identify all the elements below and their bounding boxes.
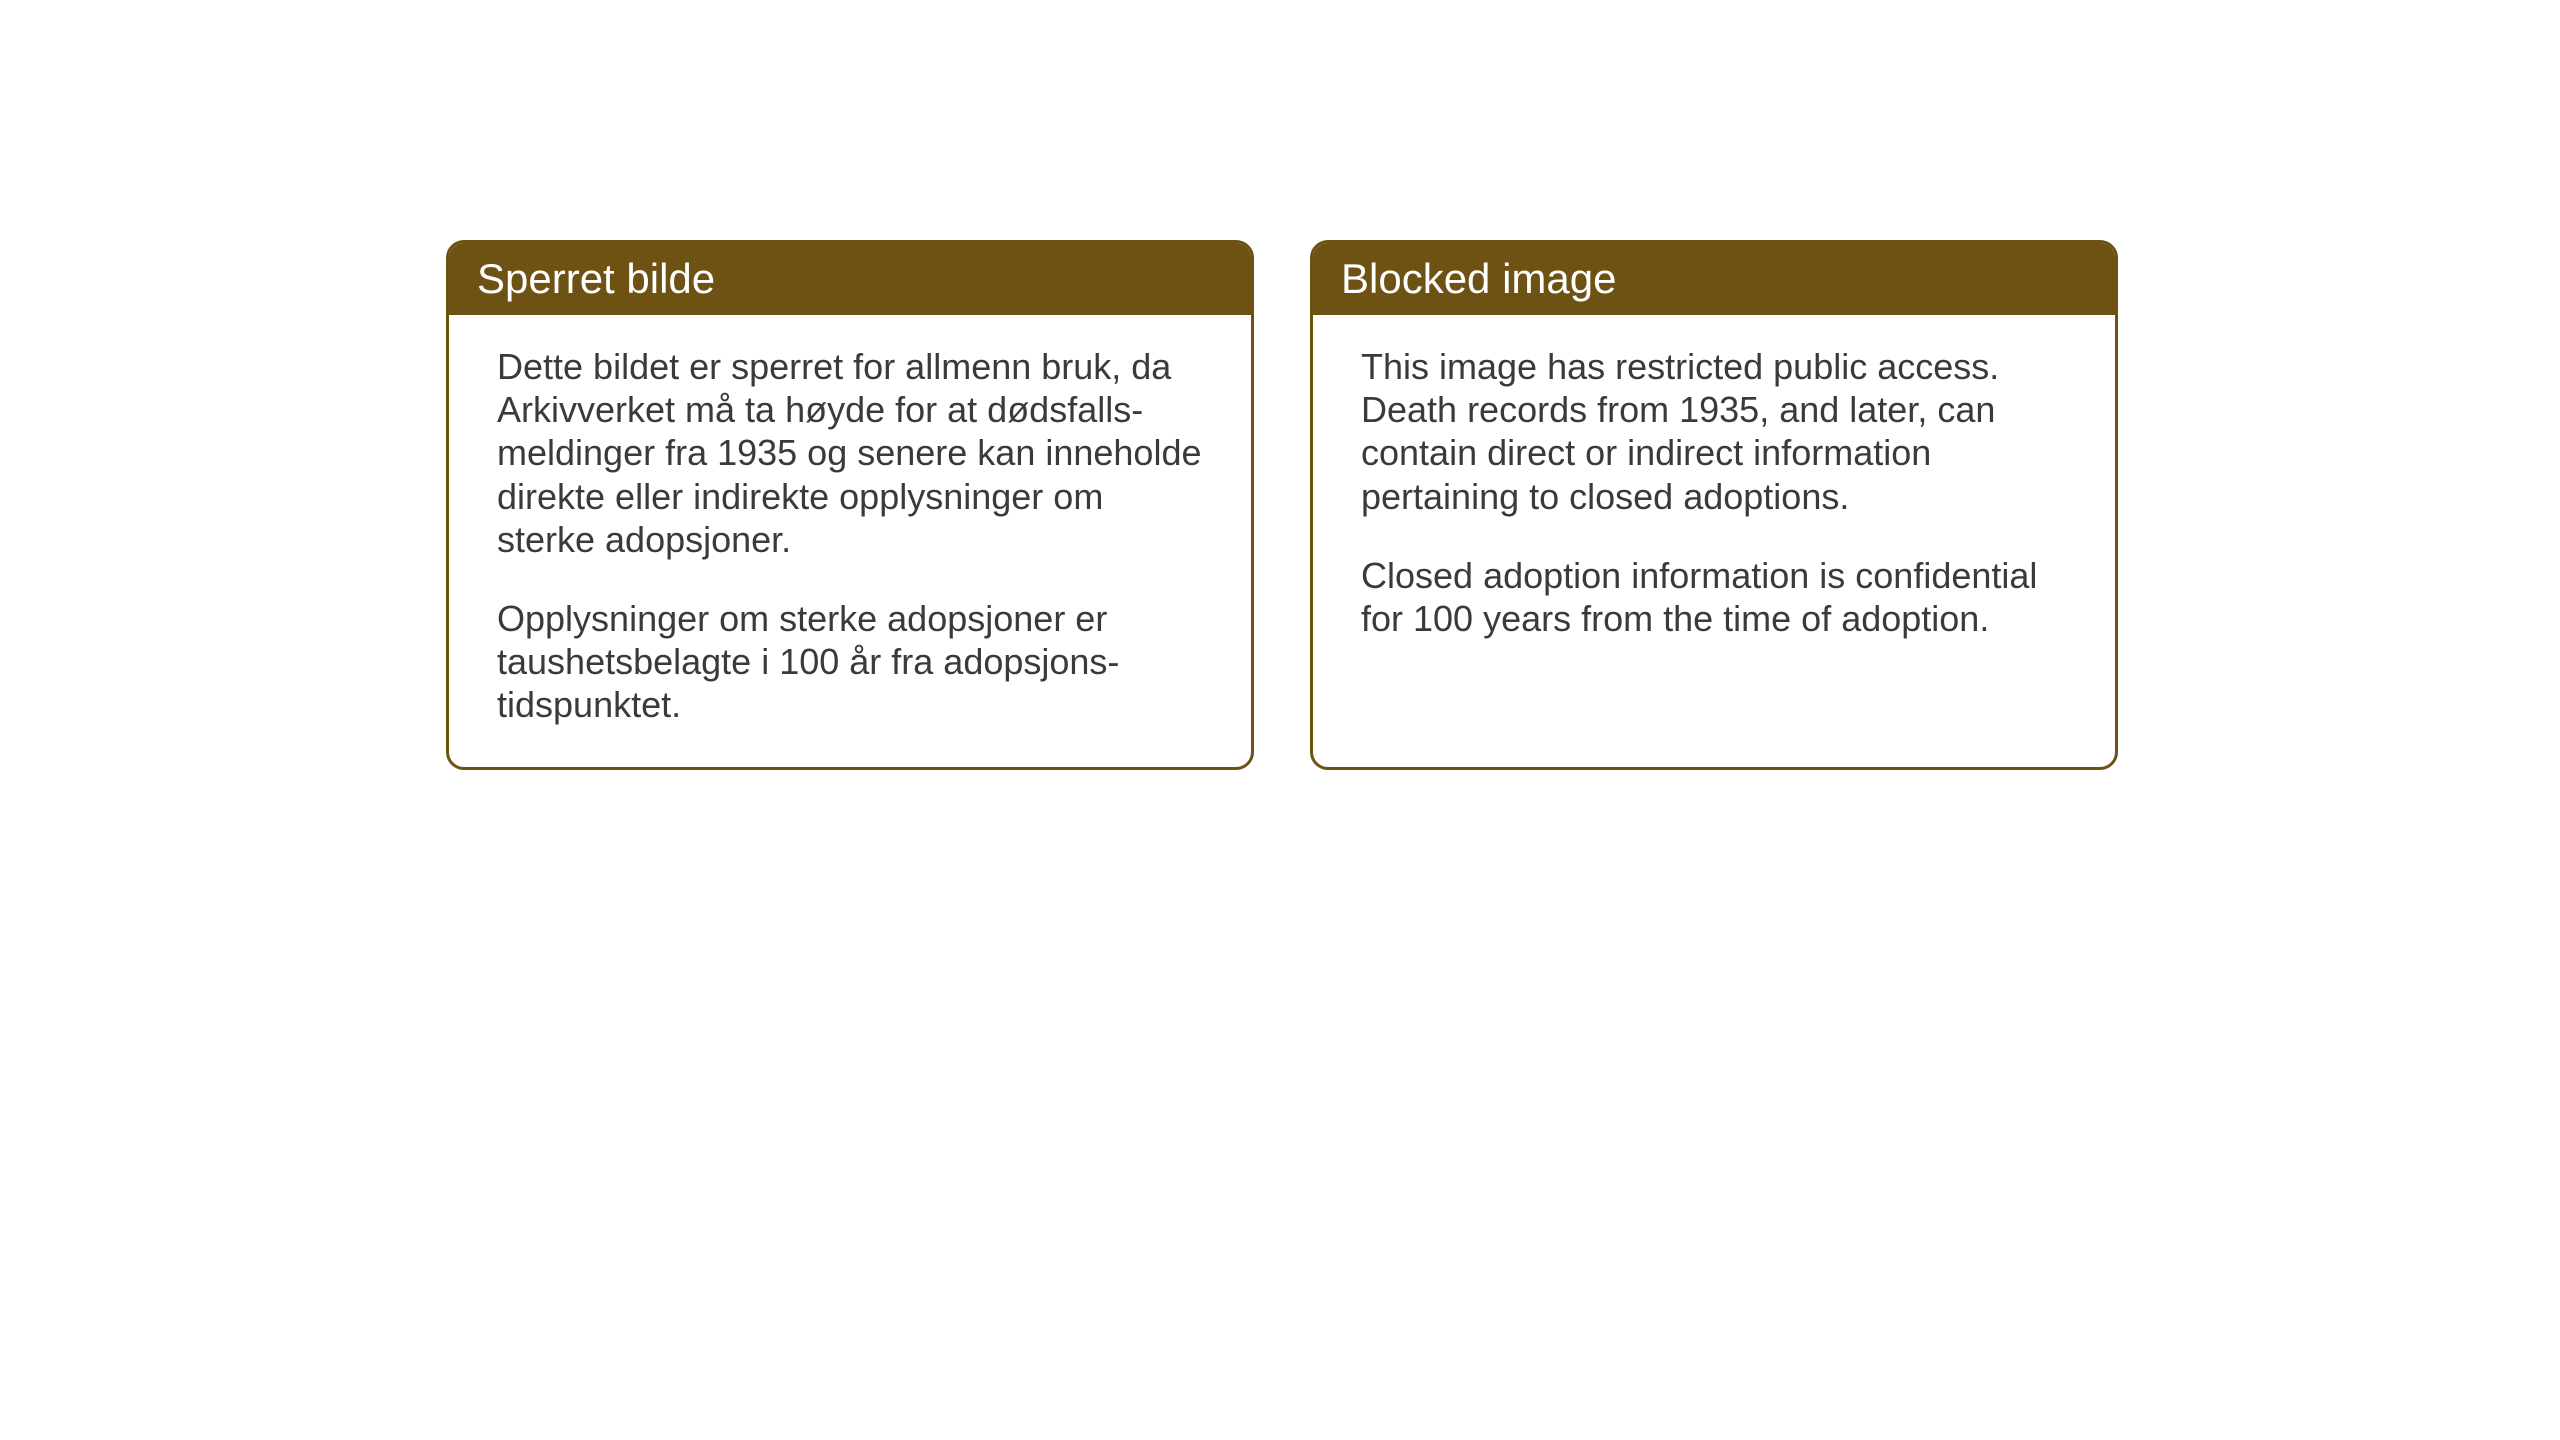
english-paragraph-1: This image has restricted public access.… — [1361, 345, 2067, 518]
english-card-header: Blocked image — [1313, 243, 2115, 315]
norwegian-paragraph-1: Dette bildet er sperret for allmenn bruk… — [497, 345, 1203, 561]
english-card-body: This image has restricted public access.… — [1313, 315, 2115, 732]
english-paragraph-2: Closed adoption information is confident… — [1361, 554, 2067, 640]
notice-cards-container: Sperret bilde Dette bildet er sperret fo… — [446, 240, 2118, 770]
norwegian-card-header: Sperret bilde — [449, 243, 1251, 315]
english-notice-card: Blocked image This image has restricted … — [1310, 240, 2118, 770]
norwegian-card-body: Dette bildet er sperret for allmenn bruk… — [449, 315, 1251, 767]
norwegian-notice-card: Sperret bilde Dette bildet er sperret fo… — [446, 240, 1254, 770]
norwegian-paragraph-2: Opplysninger om sterke adopsjoner er tau… — [497, 597, 1203, 727]
